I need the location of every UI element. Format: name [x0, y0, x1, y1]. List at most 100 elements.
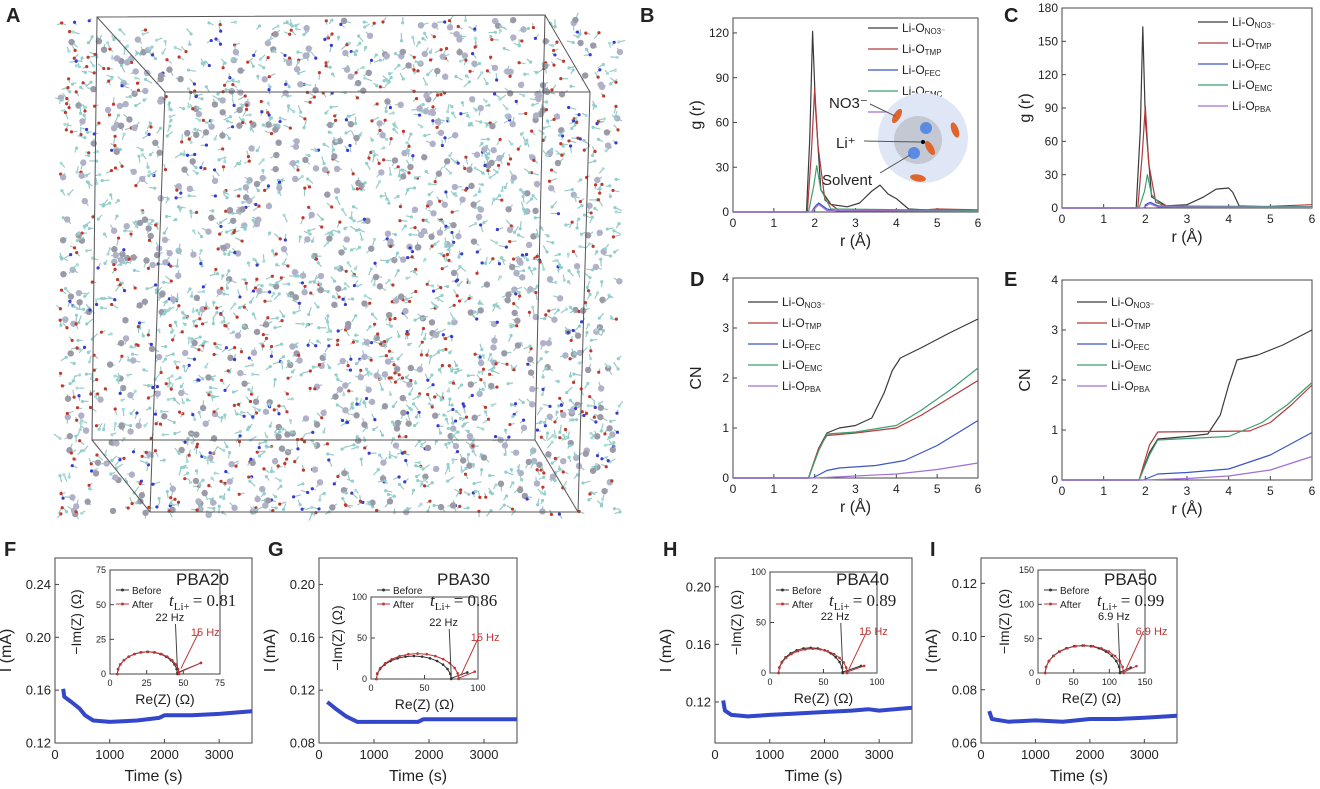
atom	[372, 273, 380, 281]
atom	[363, 294, 367, 298]
atom	[325, 241, 330, 245]
atom	[276, 184, 283, 192]
atom	[116, 236, 121, 240]
atom	[485, 144, 489, 149]
atom	[164, 382, 168, 386]
atom	[279, 484, 283, 488]
atom	[102, 66, 106, 71]
atom	[80, 399, 85, 403]
atom	[208, 390, 212, 394]
atom	[90, 85, 97, 93]
atom	[264, 440, 268, 444]
atom	[210, 118, 214, 123]
atom	[451, 458, 455, 462]
atom	[511, 257, 516, 261]
atom	[355, 402, 359, 406]
atom	[477, 359, 485, 367]
atom	[113, 374, 117, 378]
atom	[174, 196, 178, 200]
atom	[481, 171, 485, 175]
atom	[397, 475, 401, 479]
atom	[551, 434, 555, 438]
atom	[211, 377, 215, 381]
atom	[175, 264, 179, 268]
atom	[165, 214, 169, 219]
atom	[222, 83, 227, 87]
atom	[243, 94, 247, 98]
atom	[150, 45, 154, 49]
atom	[472, 481, 476, 486]
atom	[174, 218, 178, 222]
atom	[59, 237, 67, 244]
atom	[488, 473, 492, 478]
atom	[405, 420, 412, 427]
atom	[238, 187, 242, 191]
atom	[258, 57, 262, 61]
atom	[542, 62, 549, 70]
atom	[69, 253, 73, 257]
atom	[597, 31, 601, 35]
atom	[520, 424, 528, 432]
atom	[412, 55, 416, 59]
atom	[511, 414, 515, 419]
atom	[432, 331, 440, 339]
atom	[268, 85, 272, 89]
atom	[75, 386, 79, 390]
atom	[401, 129, 406, 133]
atom	[379, 376, 383, 381]
atom	[168, 381, 172, 385]
atom	[153, 186, 157, 190]
atom	[377, 161, 381, 165]
atom	[362, 217, 366, 221]
atom	[216, 288, 223, 295]
atom	[389, 324, 393, 328]
atom	[577, 113, 581, 117]
atom	[268, 283, 272, 287]
atom	[58, 318, 62, 322]
atom	[487, 103, 491, 107]
atom	[75, 418, 79, 422]
atom	[134, 184, 138, 188]
atom	[277, 123, 281, 128]
atom	[272, 165, 279, 173]
atom	[582, 148, 586, 152]
atom	[599, 504, 604, 508]
atom	[341, 469, 348, 477]
atom	[498, 97, 502, 101]
atom	[294, 345, 299, 349]
atom	[168, 124, 172, 128]
atom	[498, 137, 502, 142]
atom	[464, 466, 468, 470]
atom	[494, 362, 498, 366]
atom	[199, 166, 203, 170]
atom	[118, 28, 122, 32]
atom	[485, 69, 489, 73]
atom	[221, 66, 225, 70]
atom	[391, 404, 395, 409]
atom	[140, 454, 144, 459]
atom	[120, 398, 124, 402]
atom	[447, 364, 451, 368]
atom	[149, 342, 153, 346]
atom	[141, 210, 145, 215]
atom	[223, 160, 227, 164]
atom	[266, 184, 271, 188]
atom	[367, 502, 372, 506]
atom	[231, 504, 238, 512]
atom	[452, 303, 456, 307]
atom	[327, 344, 331, 348]
atom	[553, 420, 557, 424]
atom	[406, 332, 410, 336]
atom	[140, 153, 145, 157]
atom	[219, 132, 226, 139]
atom	[343, 227, 347, 231]
atom	[85, 249, 89, 253]
atom	[616, 48, 624, 56]
atom	[226, 478, 233, 485]
atom	[354, 314, 358, 318]
atom	[195, 498, 202, 505]
atom	[110, 227, 118, 234]
atom	[441, 220, 445, 224]
atom	[448, 381, 452, 385]
atom	[604, 149, 608, 153]
